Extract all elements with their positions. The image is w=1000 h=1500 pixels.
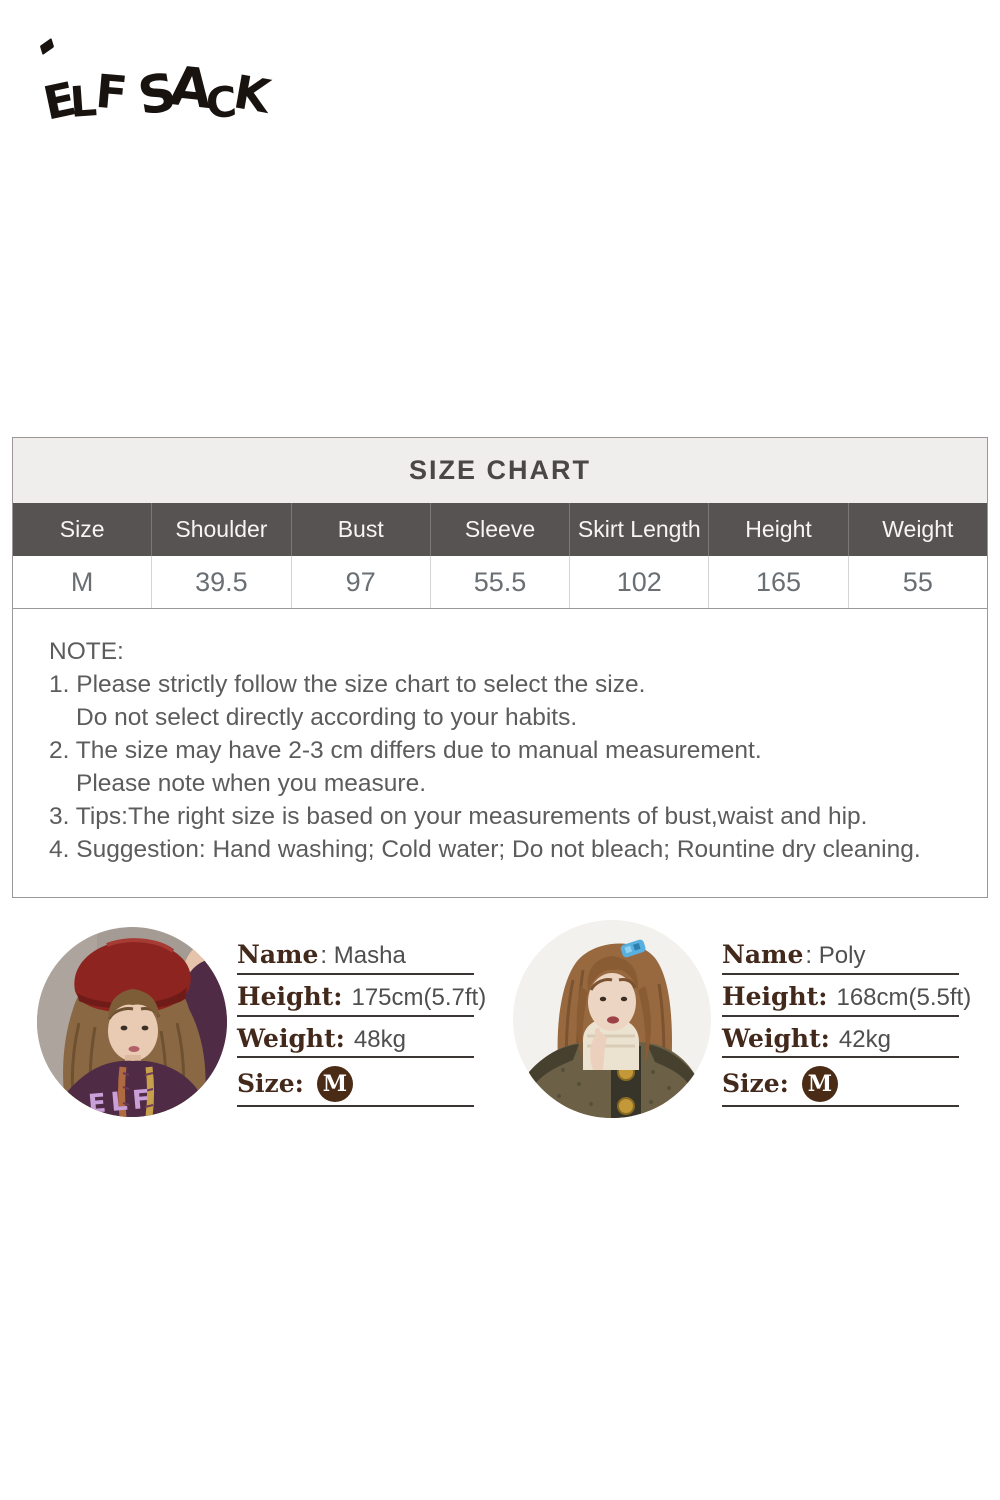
cell-shoulder: 39.5 — [151, 556, 290, 608]
model-height-row: Height: 175cm(5.7ft) — [237, 981, 486, 1017]
cell-sleeve: 55.5 — [429, 556, 569, 608]
note-box: NOTE: 1. Please strictly follow the size… — [13, 608, 987, 897]
cell-skirt-length: 102 — [569, 556, 708, 608]
column-header-bust: Bust — [290, 503, 430, 556]
weight-value: 42kg — [838, 1025, 891, 1053]
size-m-badge: M — [801, 1066, 838, 1103]
size-chart-title: SIZE CHART — [409, 455, 591, 485]
weight-value: 48kg — [353, 1025, 406, 1053]
model-shirt-text: ELF — [87, 1084, 156, 1117]
note-line-1: 1. Please strictly follow the size chart… — [49, 671, 646, 698]
model-name-row: Name : Masha — [237, 940, 474, 975]
model-poly-photo — [513, 920, 711, 1118]
model-masha-info: Name : Masha Height: 175cm(5.7ft) Weight… — [237, 940, 486, 1115]
cell-bust: 97 — [290, 556, 430, 608]
model-height-row: Height: 168cm(5.5ft) — [722, 981, 971, 1017]
note-heading: NOTE: — [49, 638, 124, 665]
cell-weight: 55 — [847, 556, 987, 608]
note-line-2: 2. The size may have 2-3 cm differs due … — [49, 737, 762, 764]
model-masha-photo: ELF — [37, 927, 227, 1117]
name-label: Name — [722, 940, 804, 969]
note-line-1b: Do not select directly according to your… — [76, 704, 578, 731]
size-chart-header-row: Size Shoulder Bust Sleeve Skirt Length H… — [13, 503, 987, 556]
logo-accent-mark — [39, 37, 55, 56]
weight-label: Weight: — [237, 1023, 345, 1053]
column-header-height: Height — [708, 503, 847, 556]
height-label: Height: — [722, 981, 828, 1011]
logo-letter: F — [93, 63, 130, 121]
height-value: 168cm(5.5ft) — [836, 983, 972, 1011]
name-value: : Poly — [805, 942, 866, 969]
size-chart-data-row: M 39.5 97 55.5 102 165 55 — [13, 556, 987, 608]
size-m-badge: M — [316, 1066, 353, 1103]
model-weight-row: Weight: 48kg — [237, 1023, 474, 1059]
model-name-row: Name : Poly — [722, 940, 959, 975]
model-poly-info: Name : Poly Height: 168cm(5.5ft) Weight:… — [722, 940, 971, 1115]
model-weight-row: Weight: 42kg — [722, 1023, 959, 1059]
brand-logo: E L F S A C K — [39, 37, 274, 131]
name-label: Name — [237, 940, 319, 969]
column-header-shoulder: Shoulder — [151, 503, 290, 556]
model-size-row: Size: M — [237, 1066, 474, 1108]
size-label: Size: — [237, 1068, 304, 1098]
model-poly-illustration — [513, 920, 711, 1118]
note-line-2b: Please note when you measure. — [76, 770, 427, 797]
column-header-weight: Weight — [847, 503, 987, 556]
weight-label: Weight: — [722, 1023, 830, 1053]
height-value: 175cm(5.7ft) — [351, 983, 487, 1011]
size-chart-title-band: SIZE CHART — [13, 438, 987, 503]
size-label: Size: — [722, 1068, 789, 1098]
name-value: : Masha — [320, 942, 406, 969]
note-line-4: 4. Suggestion: Hand washing; Cold water;… — [49, 836, 921, 863]
column-header-sleeve: Sleeve — [429, 503, 569, 556]
model-masha-illustration: ELF — [37, 927, 227, 1117]
model-size-row: Size: M — [722, 1066, 959, 1108]
height-label: Height: — [237, 981, 343, 1011]
logo-letter: K — [229, 64, 275, 124]
column-header-size: Size — [59, 516, 105, 542]
size-chart-box: SIZE CHART Size Shoulder Bust Sleeve Ski… — [12, 437, 988, 898]
column-header-skirt-length: Skirt Length — [569, 503, 708, 556]
note-line-3: 3. Tips:The right size is based on your … — [49, 803, 868, 830]
cell-size: M — [70, 566, 94, 597]
cell-height: 165 — [708, 556, 847, 608]
